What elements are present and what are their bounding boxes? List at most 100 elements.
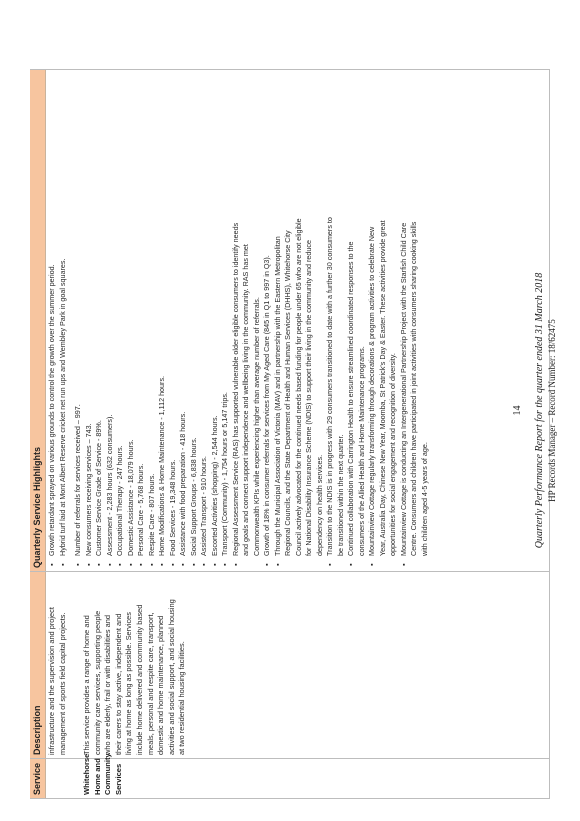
record-reference: HP Records Manager – Record Number: 18/6… — [547, 319, 557, 502]
description-line: domestic and home maintenance, planned — [156, 615, 166, 755]
bullet-icon: ▪ — [57, 563, 67, 566]
description-line: who are elderly, frail or with disabilit… — [103, 615, 113, 755]
highlight-line: Centre. Consumers and children have part… — [409, 221, 418, 556]
highlight-item: ▪ Food Services - 19,348 hours. — [168, 72, 179, 568]
bullet-icon: ▪ — [167, 563, 177, 566]
bullet-icon: ▪ — [199, 563, 208, 566]
bullet-icon: ▪ — [367, 563, 376, 566]
highlight-item: ▪ Regional Assessment Service (RAS) has s… — [231, 72, 263, 568]
highlight-line: Mountainview Cottage regularly transform… — [367, 226, 376, 556]
description-line: their carers to stay active, independent… — [113, 613, 123, 755]
highlight-line: and goals and connect support independen… — [241, 244, 250, 556]
header-highlights: Quarterly Service Highlights — [32, 446, 42, 568]
highlight-line: Year, Australia Day, Chinese New Year, M… — [377, 220, 387, 556]
highlight-item: ▪ Respite Care - 807 hours. — [147, 72, 158, 568]
top-description-text: infrastructure and the supervision and p… — [47, 607, 67, 755]
highlight-line: Through the Municipal Association of Vic… — [272, 236, 282, 556]
highlight-item: ▪ Personal Care - 5,768 hours. — [136, 72, 147, 568]
highlight-item: ▪ Home Modifications & Home Maintenance -… — [157, 72, 168, 568]
bullet-icon: ▪ — [188, 563, 198, 566]
highlight-line: Customer Service Grade of Service - 89%. — [94, 420, 103, 556]
highlight-line: Home Modifications & Home Maintenance - … — [157, 375, 166, 556]
highlight-line: Transport (Community) - 1,754 hours or 5… — [220, 392, 229, 556]
bullet-icon: ▪ — [136, 563, 145, 566]
page-number: 14 — [512, 405, 523, 416]
highlight-line: Transition to the NDIS is in progress wi… — [325, 217, 334, 556]
highlight-line: with children aged 4-5 years of age. — [419, 442, 429, 556]
bullet-icon: ▪ — [230, 563, 240, 566]
highlight-item: ▪ Escorted Activities (shopping) - 2,544 … — [210, 72, 221, 568]
header-service: Service — [32, 762, 42, 795]
highlight-line: Social Support Groups - 6,838 hours. — [188, 437, 198, 556]
bullet-icon: ▪ — [157, 563, 166, 566]
highlight-line: Growth of 18% in consumer referrals for … — [262, 255, 271, 556]
bullet-icon: ▪ — [146, 563, 156, 566]
highlight-line: dependency on health services. — [314, 454, 324, 556]
highlight-line: consumers of the Allied Health and Home … — [356, 346, 366, 556]
highlight-item: ▪ Assistance with food preparation - 418 … — [178, 72, 189, 568]
highlight-line: Mountainview Cottage is conducting an In… — [398, 222, 408, 556]
highlight-line: opportunities for social engagement and … — [388, 353, 397, 556]
highlight-item: ▪ Occupational Therapy - 247 hours. — [115, 72, 126, 568]
highlight-item: ▪ Mountainview Cottage is conducting an I… — [399, 72, 431, 568]
service-name-line: Community — [103, 753, 112, 795]
highlight-line: Regional Councils, and the State Departm… — [283, 230, 292, 556]
highlight-item: ▪ Mountainview Cottage regularly transfor… — [367, 72, 399, 568]
highlight-line: be transitioned within the next quarter. — [335, 434, 345, 556]
description-line: include home delivered and community bas… — [134, 604, 144, 755]
bullet-icon: ▪ — [94, 563, 103, 566]
bullet-icon: ▪ — [398, 563, 408, 566]
highlight-item: ▪ Through the Municipal Association of Vi… — [273, 72, 326, 568]
highlight-line: Growth retardant sprayed on various grou… — [47, 264, 56, 556]
table-border-right — [30, 69, 550, 70]
highlight-line: Food Services - 19,348 hours. — [167, 459, 177, 556]
bullet-icon: ▪ — [104, 563, 114, 566]
highlight-item: ▪ Transport (Community) - 1,754 hours or … — [220, 72, 231, 568]
highlight-line: Number of referrals for services receive… — [73, 404, 82, 556]
description-line: community care services, supporting peop… — [92, 610, 102, 755]
service-name-line: Home and — [92, 758, 102, 795]
description-line: This service provides a range of home an… — [82, 615, 91, 755]
bullet-icon: ▪ — [209, 563, 219, 566]
description-line: activities and social support, and socia… — [166, 599, 176, 755]
column-divider-description — [30, 571, 550, 572]
bullet-icon: ▪ — [262, 563, 271, 566]
highlights-list: ▪ Growth retardant sprayed on various gro… — [47, 72, 430, 568]
table-header-row: Service Description Quarterly Service Hi… — [30, 69, 46, 799]
description-line: living at home as long as possible. Serv… — [124, 612, 134, 755]
highlight-line: Assessment - 2,283 hours (632 consumers)… — [104, 414, 114, 556]
highlight-item: ▪ Assessment - 2,283 hours (632 consumers… — [105, 72, 116, 568]
report-title: Quarterly Performance Report for the qua… — [534, 272, 545, 549]
highlight-line: Respite Care - 807 hours. — [146, 473, 156, 556]
highlight-item: ▪ Number of referrals for services receiv… — [73, 72, 84, 568]
bullet-icon: ▪ — [346, 563, 355, 566]
description-line: meals, personal and respite care, transp… — [145, 612, 155, 755]
highlight-line: Escorted Activities (shopping) - 2,544 h… — [209, 415, 219, 556]
highlight-item: ▪ Growth retardant sprayed on various gro… — [47, 72, 58, 568]
highlight-line: New consumers receiving services – 743. — [83, 423, 93, 556]
header-description: Description — [32, 705, 42, 755]
highlight-line: Regional Assessment Service (RAS) has su… — [230, 222, 240, 556]
service-name-line: Whitehorse — [82, 753, 91, 795]
highlight-line: Personal Care - 5,768 hours. — [136, 463, 145, 556]
bullet-icon: ▪ — [325, 563, 334, 566]
highlight-line: Council actively advocated for the conti… — [293, 218, 303, 556]
bullet-icon: ▪ — [73, 563, 82, 566]
description-line: at two residential housing facilities. — [177, 641, 187, 755]
highlight-line: Hybrid turf laid at Mont Albert Reserve … — [57, 258, 67, 557]
table-border-left — [30, 798, 550, 799]
highlight-line: Assistance with food preparation - 418 h… — [178, 411, 187, 556]
highlight-line: for National Disability Insurance Scheme… — [304, 240, 313, 556]
bullet-icon: ▪ — [272, 563, 282, 566]
bullet-icon: ▪ — [178, 563, 187, 566]
highlight-line: Assisted Transport - 910 hours. — [199, 456, 208, 556]
bullet-icon: ▪ — [83, 563, 93, 566]
service-name: Whitehorse Home and Community Services — [82, 753, 124, 795]
service-name-line: Services — [113, 763, 123, 795]
highlight-item: ▪ Growth of 18% in consumer referrals for… — [262, 72, 273, 568]
bullet-icon: ▪ — [125, 563, 135, 566]
top-description: infrastructure and the supervision and p… — [47, 575, 68, 755]
highlight-line: Occupational Therapy - 247 hours. — [115, 445, 124, 556]
highlight-line: Domestic Assistance - 18,079 hours. — [125, 439, 135, 556]
